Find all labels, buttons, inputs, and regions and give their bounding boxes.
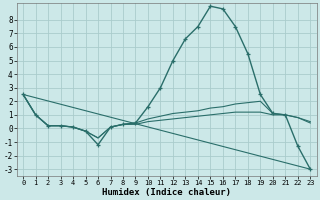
X-axis label: Humidex (Indice chaleur): Humidex (Indice chaleur): [102, 188, 231, 197]
